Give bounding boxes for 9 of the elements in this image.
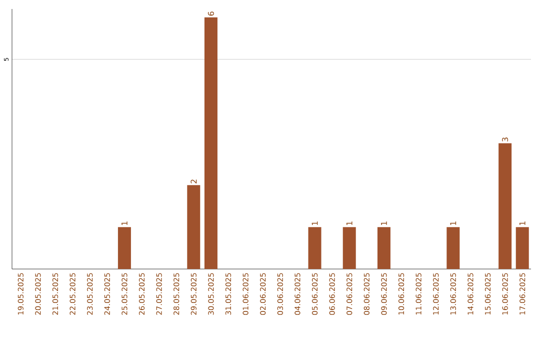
bar [308,227,322,269]
bar [187,185,200,269]
bar [498,143,512,269]
bar [118,227,131,269]
bar [342,227,356,269]
bar [446,227,460,269]
bar [377,227,390,269]
bar [204,17,218,269]
bar [516,227,529,269]
